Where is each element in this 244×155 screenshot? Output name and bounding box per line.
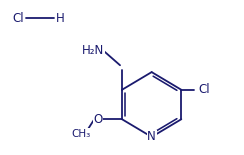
Text: H: H [56, 12, 65, 25]
Text: N: N [147, 130, 156, 143]
Text: Cl: Cl [12, 12, 24, 25]
Text: O: O [94, 113, 103, 126]
Text: Cl: Cl [198, 83, 210, 96]
Text: CH₃: CH₃ [72, 129, 91, 139]
Text: H₂N: H₂N [82, 44, 104, 57]
